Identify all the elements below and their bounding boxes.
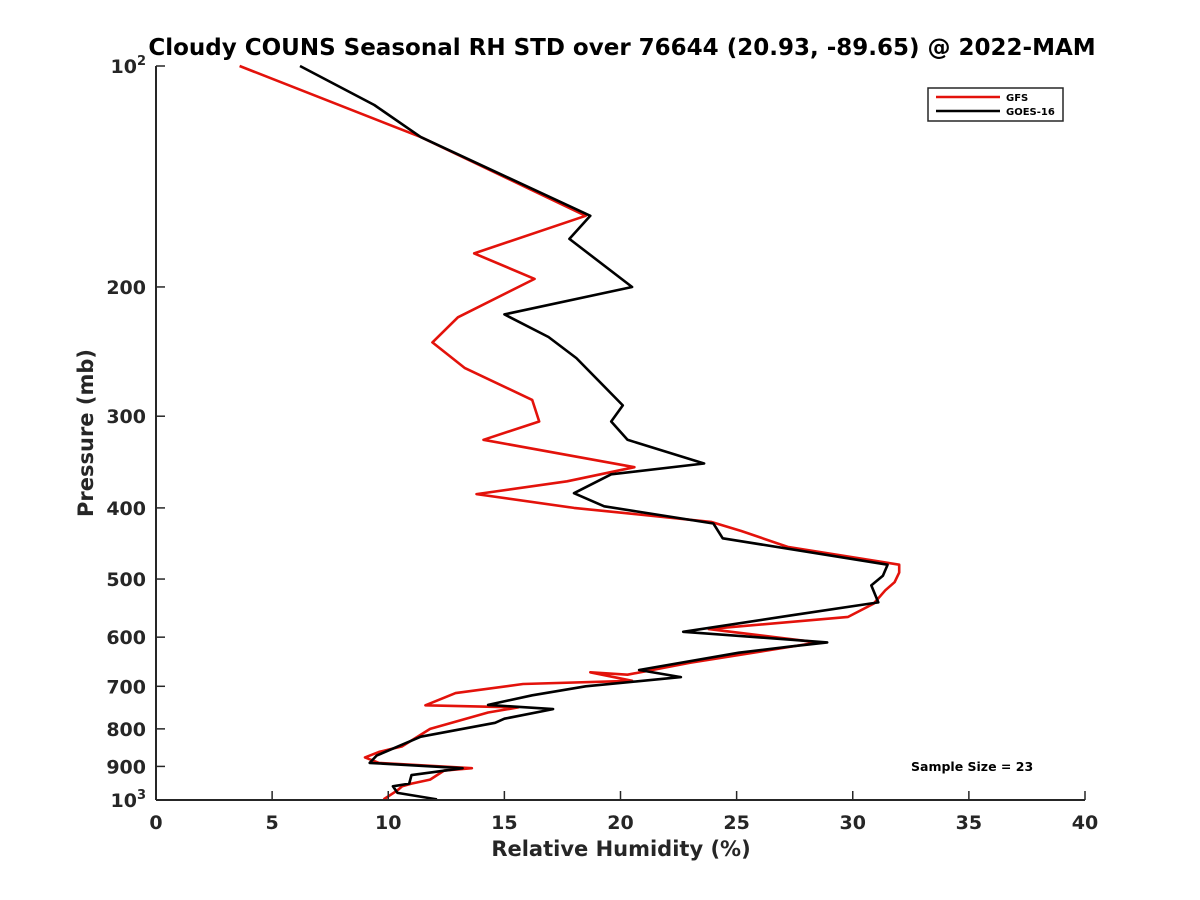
y-tick-label: 500: [106, 569, 146, 591]
x-tick-label: 0: [149, 812, 162, 834]
chart-title: Cloudy COUNS Seasonal RH STD over 76644 …: [148, 35, 1095, 61]
series-line-goes16: [299, 64, 889, 801]
x-axis-label: Relative Humidity (%): [491, 837, 750, 861]
y-tick-label: 900: [106, 756, 146, 778]
series-layer: [239, 64, 901, 801]
x-tick-label: 30: [840, 812, 866, 834]
y-tick-label: 600: [106, 627, 146, 649]
y-tick-exponent: 3: [137, 788, 146, 803]
plot-area: 0 5 10 15 20 25 30 35 40 10220030040050060070080…: [106, 54, 1098, 834]
sample-size-annotation: Sample Size = 23: [911, 759, 1033, 774]
x-tick-label: 10: [375, 812, 401, 834]
y-tick-base: 10: [111, 56, 137, 78]
y-tick-label: 200: [106, 277, 146, 299]
legend-box: [927, 87, 1064, 122]
legend: GFS GOES-16: [927, 87, 1064, 122]
y-tick-label: 700: [106, 676, 146, 698]
legend-label-gfs: GFS: [1006, 93, 1028, 104]
x-tick-label: 15: [491, 812, 517, 834]
x-tick-label: 25: [723, 812, 749, 834]
x-tick-label: 40: [1072, 812, 1098, 834]
x-tick-label: 35: [956, 812, 982, 834]
y-tick-label: 103: [111, 788, 147, 812]
y-tick-label: 800: [106, 719, 146, 741]
y-tick-base: 10: [111, 790, 137, 812]
y-tick-label: 102: [111, 54, 147, 78]
x-tick-label: 20: [607, 812, 633, 834]
y-tick-label: 300: [106, 406, 146, 428]
legend-label-goes16: GOES-16: [1006, 107, 1055, 118]
x-tick-label: 5: [266, 812, 279, 834]
y-tick-label: 400: [106, 498, 146, 520]
y-tick-exponent: 2: [137, 54, 146, 69]
x-ticks: 0 5 10 15 20 25 30 35 40: [149, 791, 1098, 834]
y-axis-label: Pressure (mb): [74, 349, 98, 517]
series-line-gfs: [239, 64, 901, 801]
